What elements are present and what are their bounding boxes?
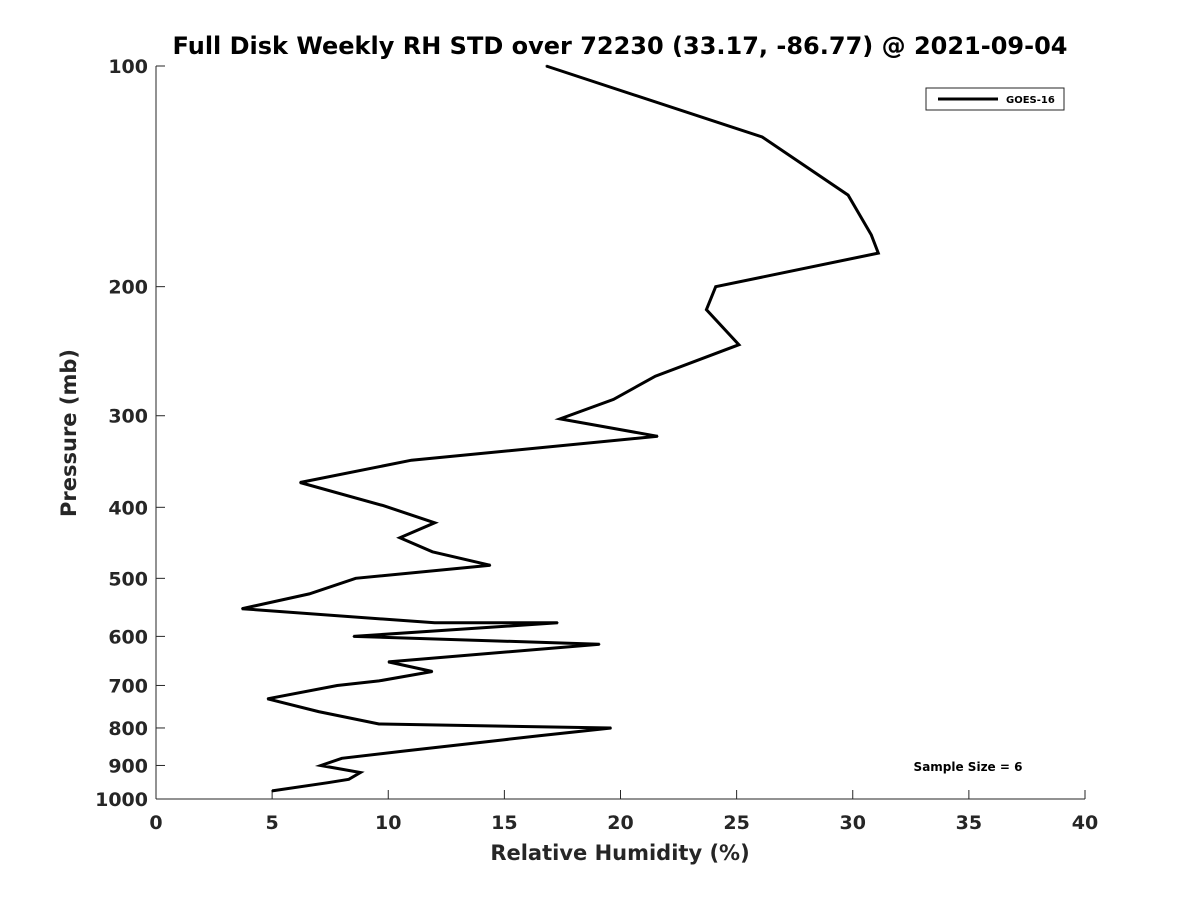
data-point-goes-16-42 [271, 790, 273, 792]
data-point-goes-16-15 [433, 522, 436, 524]
data-point-goes-16-19 [354, 577, 357, 580]
data-point-goes-16-38 [320, 764, 322, 767]
data-point-goes-16-32 [378, 723, 380, 725]
data-point-goes-16-26 [387, 661, 390, 663]
data-point-goes-16-22 [433, 622, 436, 624]
data-point-goes-16-36 [403, 750, 406, 752]
data-point-goes-16-24 [352, 635, 355, 638]
data-point-goes-16-17 [431, 551, 434, 553]
data-point-goes-16-0 [545, 65, 547, 67]
data-point-goes-16-25 [598, 643, 601, 645]
x-tick-label-35: 35 [956, 812, 982, 834]
y-ticks: 100 200 300 400 500 600 700 800 900 1000 [95, 56, 165, 811]
data-point-goes-16-34 [538, 735, 540, 737]
x-tick-label-0: 0 [149, 812, 162, 834]
x-tick-label-5: 5 [266, 812, 279, 834]
data-point-goes-16-31 [317, 710, 320, 713]
data-point-goes-16-4 [877, 252, 880, 254]
y-tick-label-800: 800 [108, 718, 148, 740]
legend-label-goes-16: GOES-16 [1006, 95, 1055, 106]
x-ticks: 0 5 10 15 20 25 30 35 40 [149, 790, 1098, 834]
y-tick-label-100: 100 [108, 56, 148, 78]
y-tick-label-900: 900 [108, 755, 148, 777]
y-axis-label: Pressure (mb) [57, 349, 81, 517]
y-tick-label-200: 200 [108, 277, 148, 299]
data-point-goes-16-20 [308, 593, 311, 595]
data-point-goes-16-21 [241, 607, 243, 610]
data-point-goes-16-37 [341, 757, 343, 760]
data-point-goes-16-33 [610, 727, 612, 729]
data-point-goes-16-14 [382, 504, 385, 507]
x-axis-label: Relative Humidity (%) [490, 841, 749, 865]
y-tick-label-700: 700 [108, 675, 148, 697]
data-point-goes-16-1 [761, 136, 763, 138]
x-tick-label-25: 25 [723, 812, 749, 834]
data-point-goes-16-28 [378, 680, 380, 682]
data-point-goes-16-6 [705, 308, 708, 311]
y-tick-label-1000: 1000 [95, 789, 148, 811]
x-tick-label-10: 10 [375, 812, 401, 834]
data-point-goes-16-10 [559, 418, 561, 420]
chart-title: Full Disk Weekly RH STD over 72230 (33.1… [173, 32, 1068, 60]
data-point-goes-16-29 [336, 684, 339, 687]
data-point-goes-16-35 [503, 738, 506, 741]
sample-size-annotation: Sample Size = 6 [914, 760, 1023, 774]
data-point-goes-16-2 [847, 194, 849, 196]
data-point-goes-16-8 [654, 375, 657, 378]
data-point-goes-16-7 [738, 343, 740, 346]
data-point-goes-16-41 [327, 781, 329, 784]
x-tick-label-15: 15 [491, 812, 517, 834]
data-point-goes-16-11 [656, 435, 659, 438]
x-tick-label-40: 40 [1072, 812, 1098, 834]
data-point-goes-16-27 [431, 670, 434, 673]
data-point-goes-16-40 [348, 778, 350, 781]
y-tick-label-600: 600 [108, 626, 148, 648]
legend: GOES-16 [925, 87, 1065, 111]
data-point-goes-16-30 [266, 698, 269, 700]
y-tick-label-400: 400 [108, 497, 148, 519]
data-point-goes-16-23 [557, 622, 559, 624]
data-point-goes-16-9 [612, 398, 615, 401]
data-point-goes-16-3 [870, 234, 873, 236]
data-point-goes-16-13 [299, 481, 301, 484]
data-point-goes-16-5 [714, 285, 717, 288]
x-tick-label-30: 30 [840, 812, 866, 834]
data-point-goes-16-16 [399, 536, 401, 539]
x-tick-label-20: 20 [607, 812, 633, 834]
series-layer [241, 64, 881, 793]
data-point-goes-16-18 [489, 564, 492, 567]
y-tick-label-300: 300 [108, 406, 148, 428]
data-point-goes-16-39 [359, 771, 362, 774]
data-point-goes-16-12 [410, 459, 413, 462]
y-tick-label-500: 500 [108, 568, 148, 590]
